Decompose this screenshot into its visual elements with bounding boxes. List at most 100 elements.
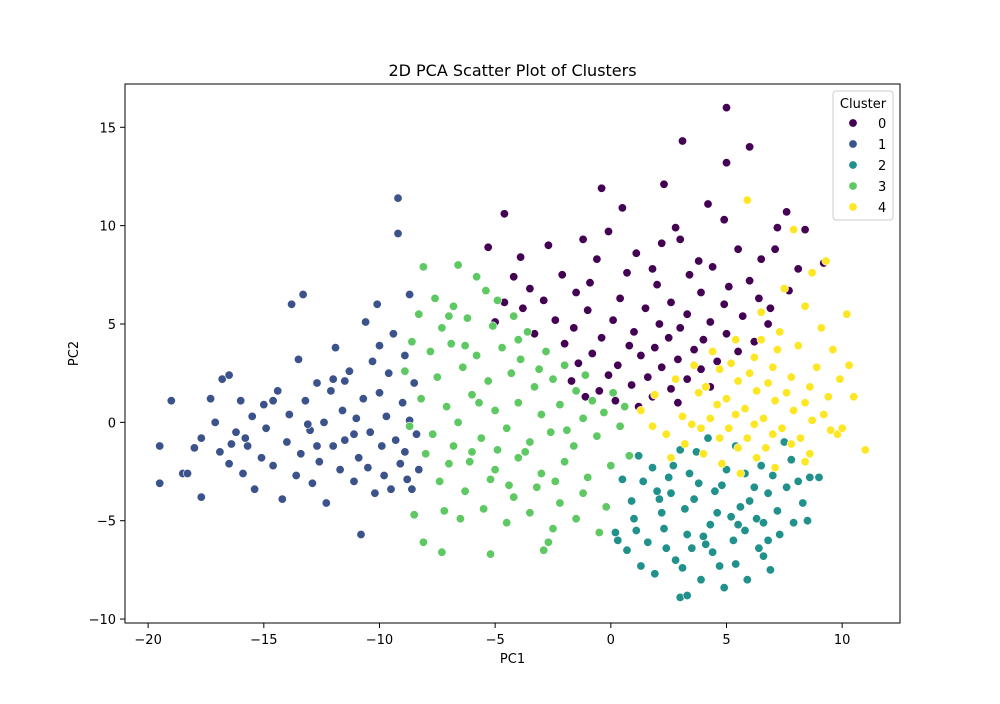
- legend-marker-4: [848, 202, 858, 212]
- point-cluster-0-46: [640, 303, 650, 313]
- point-cluster-4-76: [835, 374, 845, 384]
- point-cluster-0-52: [705, 317, 715, 327]
- y-tick-label: −10: [89, 613, 116, 628]
- point-cluster-4-64: [758, 413, 768, 423]
- x-tick-label: −15: [250, 633, 277, 648]
- point-cluster-3-32: [467, 390, 477, 400]
- point-cluster-3-92: [580, 370, 590, 380]
- point-cluster-3-26: [529, 382, 539, 392]
- point-cluster-3-17: [497, 343, 507, 353]
- point-cluster-0-28: [509, 272, 519, 282]
- x-tick-label: 0: [607, 633, 615, 648]
- point-cluster-0-69: [587, 348, 597, 358]
- point-cluster-0-65: [624, 341, 634, 351]
- point-cluster-1-28: [291, 470, 301, 480]
- point-cluster-4-28: [712, 400, 722, 410]
- point-cluster-4-58: [763, 378, 773, 388]
- point-cluster-1-11: [224, 370, 234, 380]
- point-cluster-1-84: [328, 374, 338, 384]
- y-tick-label: 15: [99, 121, 116, 136]
- point-cluster-0-76: [696, 364, 706, 374]
- point-cluster-0-22: [631, 248, 641, 258]
- point-cluster-4-18: [844, 360, 854, 370]
- point-cluster-2-11: [775, 529, 785, 539]
- point-cluster-1-83: [303, 419, 313, 429]
- point-cluster-2-65: [745, 496, 755, 506]
- point-cluster-0-31: [684, 270, 694, 280]
- point-cluster-0-0: [721, 103, 731, 113]
- point-cluster-3-29: [587, 396, 597, 406]
- point-cluster-4-36: [860, 445, 870, 455]
- point-cluster-3-87: [448, 441, 458, 451]
- point-cluster-3-4: [448, 301, 458, 311]
- point-cluster-2-32: [689, 494, 699, 504]
- point-cluster-3-40: [428, 429, 438, 439]
- point-cluster-1-72: [405, 289, 415, 299]
- point-cluster-0-33: [525, 284, 535, 294]
- point-cluster-3-64: [555, 498, 565, 508]
- point-cluster-3-62: [509, 492, 519, 502]
- point-cluster-1-55: [370, 488, 380, 498]
- point-cluster-0-10: [719, 215, 729, 225]
- point-cluster-1-31: [298, 289, 308, 299]
- point-cluster-4-30: [749, 419, 759, 429]
- legend-marker-3: [848, 181, 858, 191]
- point-cluster-0-68: [733, 346, 743, 356]
- point-cluster-2-74: [677, 563, 687, 573]
- point-cluster-3-57: [606, 461, 616, 471]
- point-cluster-1-66: [393, 229, 403, 239]
- point-cluster-4-39: [715, 433, 725, 443]
- point-cluster-1-5: [196, 492, 206, 502]
- point-cluster-0-70: [636, 350, 646, 360]
- point-cluster-0-7: [617, 203, 627, 213]
- point-cluster-1-41: [330, 343, 340, 353]
- point-cluster-0-48: [738, 311, 748, 321]
- point-cluster-3-0: [418, 262, 428, 272]
- point-cluster-1-86: [340, 376, 350, 386]
- point-cluster-2-25: [765, 565, 775, 575]
- point-cluster-3-75: [594, 527, 604, 537]
- point-cluster-3-60: [460, 486, 470, 496]
- point-cluster-2-67: [631, 525, 641, 535]
- point-cluster-2-34: [735, 502, 745, 512]
- point-cluster-3-16: [472, 350, 482, 360]
- point-cluster-2-42: [756, 461, 766, 471]
- point-cluster-1-42: [335, 465, 345, 475]
- point-cluster-0-32: [745, 276, 755, 286]
- point-cluster-0-91: [675, 234, 685, 244]
- point-cluster-3-65: [578, 488, 588, 498]
- point-cluster-4-20: [715, 364, 725, 374]
- point-cluster-1-59: [379, 470, 389, 480]
- point-cluster-3-11: [509, 311, 519, 321]
- point-cluster-1-56: [372, 299, 382, 309]
- legend-label-4: 4: [878, 201, 886, 216]
- point-cluster-4-32: [786, 439, 796, 449]
- point-cluster-1-25: [282, 437, 292, 447]
- legend-marker-1: [848, 139, 858, 149]
- point-cluster-2-21: [719, 583, 729, 593]
- point-cluster-1-6: [196, 433, 206, 443]
- point-cluster-0-17: [733, 244, 743, 254]
- point-cluster-4-69: [742, 433, 752, 443]
- point-cluster-1-15: [238, 468, 248, 478]
- point-cluster-3-33: [490, 405, 500, 415]
- point-cluster-3-89: [534, 364, 544, 374]
- point-cluster-1-27: [287, 299, 297, 309]
- point-cluster-2-5: [705, 520, 715, 530]
- point-cluster-0-37: [696, 287, 706, 297]
- point-cluster-4-24: [789, 405, 799, 415]
- point-cluster-4-9: [775, 327, 785, 337]
- point-cluster-4-25: [807, 415, 817, 425]
- point-cluster-2-62: [726, 512, 736, 522]
- point-cluster-0-4: [659, 179, 669, 189]
- point-cluster-2-17: [671, 555, 681, 565]
- point-cluster-2-30: [650, 569, 660, 579]
- point-cluster-3-3: [430, 293, 440, 303]
- point-cluster-0-56: [629, 327, 639, 337]
- point-cluster-3-39: [405, 421, 415, 431]
- point-cluster-2-66: [654, 494, 664, 504]
- point-cluster-0-81: [627, 380, 637, 390]
- point-cluster-1-22: [268, 461, 278, 471]
- point-cluster-3-9: [462, 313, 472, 323]
- point-cluster-1-16: [243, 441, 253, 451]
